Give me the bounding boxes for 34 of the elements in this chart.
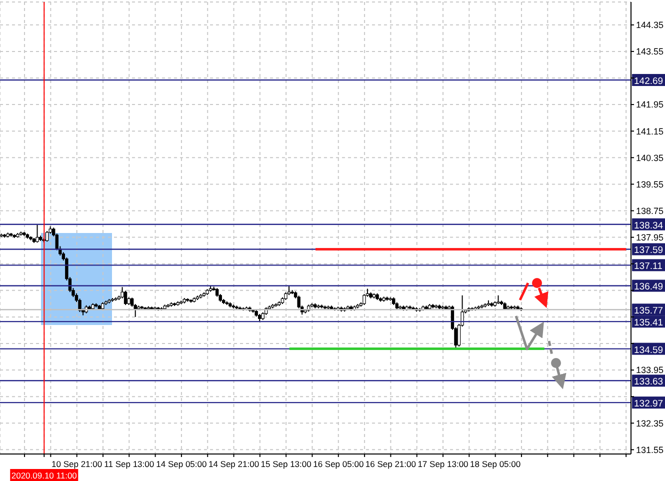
x-tick-label: 14 Sep 05:00 bbox=[156, 459, 208, 469]
ref-line-label: 135.41 bbox=[634, 318, 664, 329]
ref-line-label: 136.49 bbox=[634, 282, 664, 293]
ref-line-label: 132.97 bbox=[634, 398, 664, 410]
y-tick-label: 131.55 bbox=[636, 444, 664, 455]
x-tick-label: 16 Sep 21:00 bbox=[365, 459, 416, 469]
ref-line-label: 137.59 bbox=[634, 245, 664, 256]
x-tick-label: 11 Sep 13:00 bbox=[104, 459, 154, 469]
y-tick-label: 141.95 bbox=[636, 100, 664, 110]
y-tick-label: 132.35 bbox=[636, 418, 664, 428]
ref-line-label: 134.59 bbox=[634, 344, 664, 356]
candlestick bbox=[124, 290, 128, 306]
ref-line-label: 142.69 bbox=[634, 76, 664, 87]
ref-line-label: 137.11 bbox=[634, 261, 662, 272]
x-tick-label: 16 Sep 05:00 bbox=[313, 459, 364, 469]
y-tick-label: 140.35 bbox=[636, 152, 664, 163]
y-tick-label: 144.35 bbox=[636, 20, 664, 30]
x-tick-label: 17 Sep 13:00 bbox=[418, 459, 469, 469]
y-tick-label: 141.15 bbox=[636, 126, 664, 136]
ref-line-label: 138.34 bbox=[634, 220, 664, 232]
ref-line-label: 135.77 bbox=[634, 306, 664, 317]
x-tick-label: 18 Sep 05:00 bbox=[470, 459, 521, 469]
y-tick-label: 137.95 bbox=[636, 232, 664, 242]
ref-line-label: 133.63 bbox=[634, 376, 664, 388]
y-tick-label: 138.75 bbox=[636, 206, 664, 216]
x-tick-label: 2020.09.10 11:00 bbox=[11, 470, 78, 480]
candlestick bbox=[36, 224, 39, 244]
y-tick-label: 133.95 bbox=[636, 365, 664, 376]
y-tick-label: 139.55 bbox=[636, 179, 664, 190]
x-tick-label: 14 Sep 21:00 bbox=[208, 459, 260, 469]
y-tick-label: 143.55 bbox=[636, 46, 664, 57]
x-tick-label: 10 Sep 21:00 bbox=[52, 459, 102, 469]
x-tick-label: 15 Sep 13:00 bbox=[260, 459, 312, 469]
candlestick bbox=[45, 230, 49, 242]
